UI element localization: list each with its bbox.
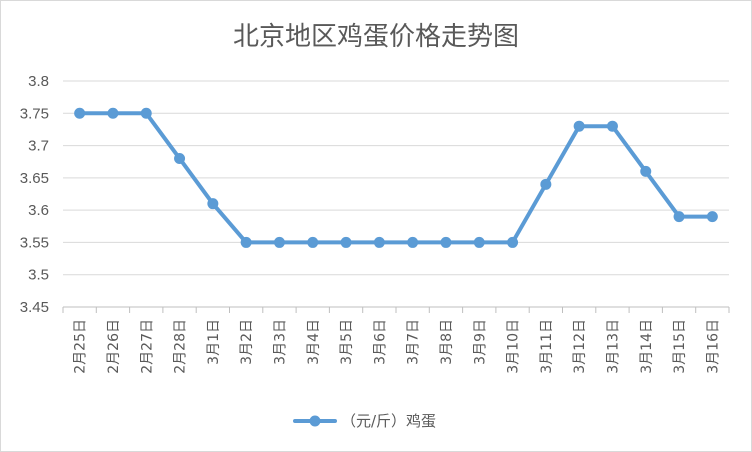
data-point (606, 120, 618, 132)
x-tick-label: 3月13日 (605, 319, 621, 374)
data-point (706, 211, 718, 223)
x-tick-label: 3月16日 (705, 319, 721, 374)
x-tick-label: 2月25日 (73, 319, 89, 374)
x-tick-label: 3月3日 (272, 319, 288, 365)
data-point (107, 107, 119, 119)
x-tick-label: 3月10日 (506, 319, 522, 374)
x-tick-label: 3月8日 (439, 319, 455, 365)
data-point (440, 236, 452, 248)
y-tick-label: 3.55 (20, 234, 49, 251)
x-tick-label: 2月27日 (139, 319, 155, 374)
data-point (307, 236, 319, 248)
x-tick-label: 3月11日 (539, 319, 555, 374)
data-point (140, 107, 152, 119)
y-tick-label: 3.7 (28, 138, 49, 155)
x-axis-tick-labels: 2月25日 2月26日 2月27日 2月28日 3月1日 3月2日 3月3日 3月4日 3月5日… (73, 319, 722, 374)
legend-label: （元/斤）鸡蛋 (341, 412, 436, 430)
data-point (573, 120, 585, 132)
data-point (673, 211, 685, 223)
x-tick-label: 3月9日 (472, 319, 488, 365)
x-tick-label: 3月1日 (206, 319, 222, 365)
data-point (273, 236, 285, 248)
data-point (240, 236, 252, 248)
data-point (640, 165, 652, 177)
data-point (174, 152, 186, 164)
data-point (340, 236, 352, 248)
x-tick-label: 3月2日 (239, 319, 255, 365)
x-tick-label: 3月14日 (639, 319, 655, 374)
y-tick-label: 3.8 (28, 73, 49, 90)
data-point (207, 198, 219, 210)
x-tick-label: 2月26日 (106, 319, 122, 374)
legend: （元/斤）鸡蛋 (293, 412, 436, 430)
x-tick-label: 2月28日 (173, 319, 189, 374)
y-tick-label: 3.65 (20, 170, 49, 187)
y-tick-label: 3.45 (20, 299, 49, 316)
series-line (77, 111, 715, 245)
data-point (473, 236, 485, 248)
x-tick-label: 3月15日 (672, 319, 688, 374)
x-tick-label: 3月12日 (572, 319, 588, 374)
data-point (540, 178, 552, 190)
y-tick-label: 3.5 (28, 267, 49, 284)
x-tick-label: 3月6日 (372, 319, 388, 365)
x-tick-label: 3月5日 (339, 319, 355, 365)
data-point (507, 236, 519, 248)
legend-marker-swatch (309, 415, 321, 427)
y-tick-label: 3.75 (20, 105, 49, 122)
series-group (74, 107, 718, 248)
data-point (407, 236, 419, 248)
data-point (373, 236, 385, 248)
y-gridlines (63, 80, 729, 276)
x-tick-label: 3月7日 (406, 319, 422, 365)
data-point (74, 107, 86, 119)
y-axis-tick-labels: 3.45 3.5 3.55 3.6 3.65 3.7 3.75 3.8 (20, 73, 49, 316)
x-axis (62, 306, 730, 313)
y-tick-label: 3.6 (28, 202, 49, 219)
chart-title: 北京地区鸡蛋价格走势图 (233, 22, 519, 52)
x-tick-label: 3月4日 (306, 319, 322, 365)
